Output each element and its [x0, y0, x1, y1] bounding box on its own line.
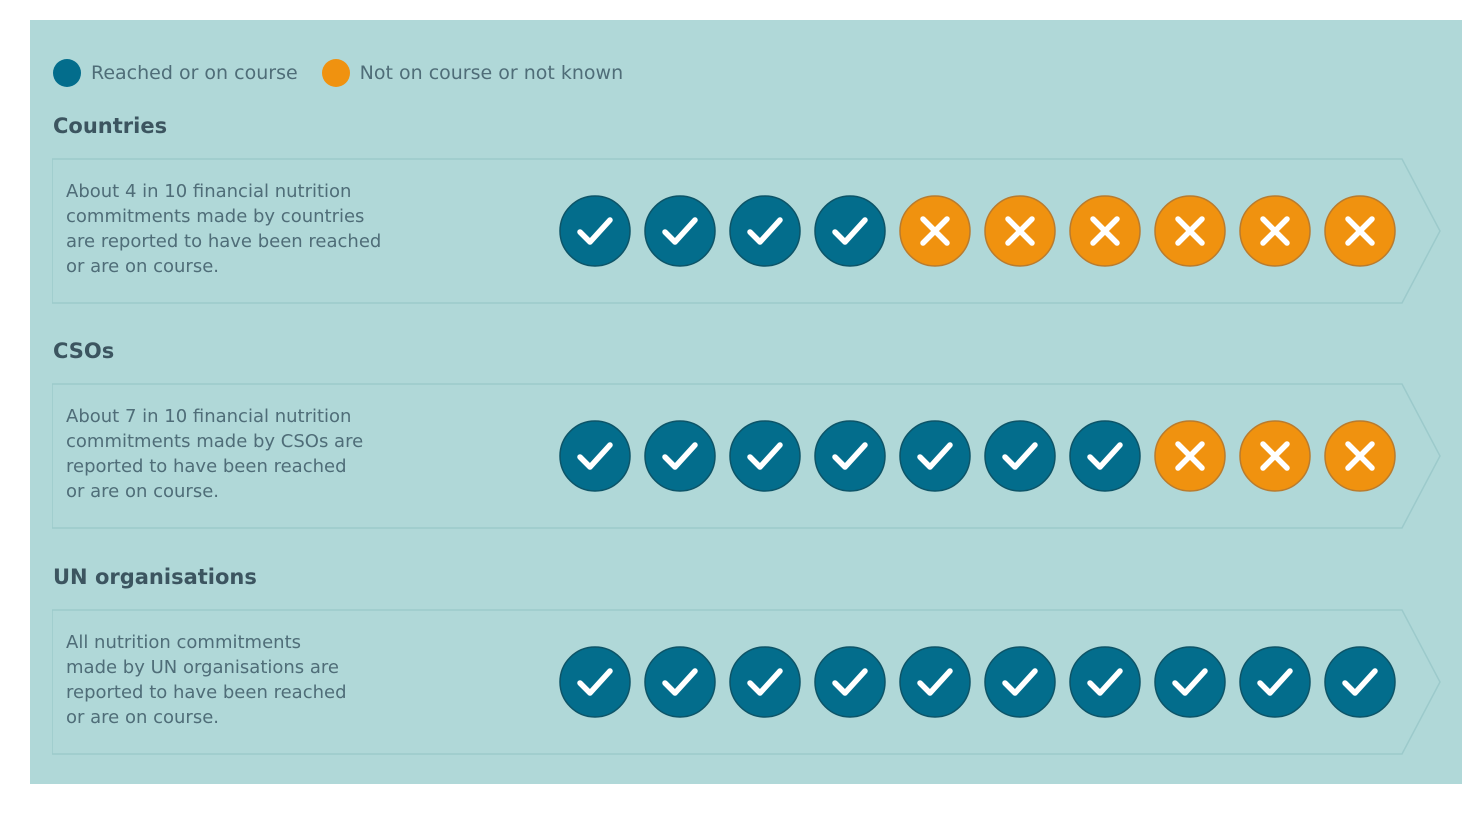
reached-check-icon [729, 646, 801, 718]
legend-label-reached: Reached or on course [91, 62, 298, 84]
not-reached-cross-icon [1154, 195, 1226, 267]
section-title-un-organisations: UN organisations [53, 565, 257, 589]
reached-check-icon [644, 195, 716, 267]
reached-check-icon [814, 646, 886, 718]
legend-item-not-reached: Not on course or not known [321, 59, 624, 87]
not-reached-cross-icon [1239, 420, 1311, 492]
reached-check-icon [814, 195, 886, 267]
reached-check-icon [729, 420, 801, 492]
reached-check-icon [559, 646, 631, 718]
not-reached-cross-icon [1069, 195, 1141, 267]
not-reached-cross-icon [1324, 420, 1396, 492]
reached-check-icon [729, 195, 801, 267]
reached-check-icon [559, 420, 631, 492]
reached-check-icon [1069, 646, 1141, 718]
reached-check-icon [644, 646, 716, 718]
reached-check-icon [1154, 646, 1226, 718]
not-reached-cross-icon [1324, 195, 1396, 267]
row-description: All nutrition commitments made by UN org… [66, 632, 347, 728]
reached-check-icon [1324, 646, 1396, 718]
row-description: About 4 in 10 financial nutrition commit… [66, 181, 382, 277]
reached-check-icon [1069, 420, 1141, 492]
legend-item-reached: Reached or on course [53, 59, 298, 87]
reached-swatch-icon [53, 59, 81, 87]
reached-check-icon [984, 420, 1056, 492]
icon-strip [559, 195, 1396, 267]
legend: Reached or on course Not on course or no… [53, 53, 623, 93]
legend-label-not-reached: Not on course or not known [359, 62, 624, 84]
not-reached-cross-icon [899, 195, 971, 267]
row-description: About 7 in 10 financial nutrition commit… [66, 406, 364, 502]
reached-check-icon [559, 195, 631, 267]
not-reached-cross-icon [984, 195, 1056, 267]
section-title-countries: Countries [53, 114, 168, 138]
section-title-csos: CSOs [53, 339, 115, 363]
not-reached-swatch-icon [321, 59, 350, 87]
reached-check-icon [899, 646, 971, 718]
row-countries: About 4 in 10 financial nutrition commit… [52, 158, 1444, 304]
icon-strip [559, 420, 1396, 492]
row-un-organisations: All nutrition commitments made by UN org… [52, 609, 1444, 755]
not-reached-cross-icon [1154, 420, 1226, 492]
reached-check-icon [814, 420, 886, 492]
reached-check-icon [984, 646, 1056, 718]
reached-check-icon [644, 420, 716, 492]
reached-check-icon [1239, 646, 1311, 718]
reached-check-icon [899, 420, 971, 492]
row-csos: About 7 in 10 financial nutrition commit… [52, 383, 1444, 529]
not-reached-cross-icon [1239, 195, 1311, 267]
icon-strip [559, 646, 1396, 718]
